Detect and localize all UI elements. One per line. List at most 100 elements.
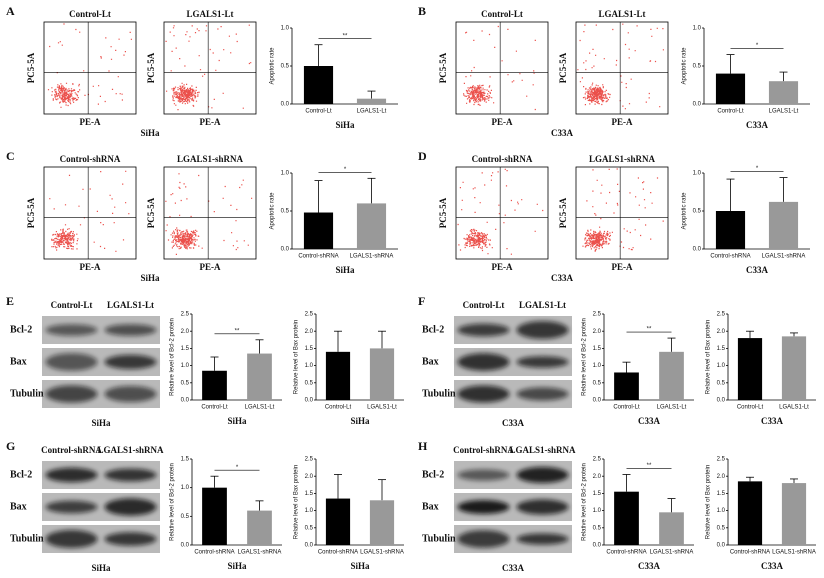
x-tick-label: Control-shRNA: [298, 254, 338, 260]
protein-band: [516, 533, 569, 545]
y-tick-label: 2.0: [717, 329, 726, 335]
significance-label: *: [344, 167, 347, 173]
x-tick-label: Control-Lt: [325, 405, 352, 411]
y-tick-label: 1.5: [717, 346, 726, 352]
protein-band: [457, 500, 510, 514]
x-tick-label: LGALS1-shRNA: [238, 550, 282, 556]
band-label: Tubulin: [10, 388, 44, 399]
x-tick-label: Control-Lt: [613, 405, 640, 411]
bar: [737, 338, 763, 400]
bar: [356, 203, 387, 249]
x-axis-label: C33A: [746, 120, 768, 130]
y-axis-label: Apoptotic rate: [270, 192, 276, 230]
x-axis-label: C33A: [638, 416, 660, 426]
band-label: Bcl-2: [10, 469, 32, 480]
significance-label: **: [235, 328, 240, 334]
panel-label: B: [418, 4, 426, 18]
y-tick-label: 0.5: [717, 380, 726, 386]
x-tick-label: Control-shRNA: [730, 550, 770, 556]
event-cloud: [582, 168, 664, 252]
protein-band: [45, 467, 98, 483]
x-tick-label: Control-shRNA: [318, 550, 358, 556]
y-tick-label: 1.0: [693, 26, 702, 32]
panel-label: A: [6, 4, 15, 18]
bar: [768, 81, 799, 104]
y-tick-label: 1.5: [181, 346, 190, 352]
x-tick-label: Control-shRNA: [194, 550, 234, 556]
y-tick-label: 0.0: [281, 102, 290, 108]
bar: [614, 491, 639, 545]
plot-frame: [163, 166, 257, 260]
y-tick-label: 0.5: [181, 380, 190, 386]
x-axis-label: C33A: [761, 416, 783, 426]
y-tick-label: 2.0: [593, 329, 602, 335]
x-axis-label: PE-A: [200, 117, 221, 127]
bar: [202, 370, 227, 400]
y-axis-label: PC5-5A: [146, 197, 156, 228]
bar: [659, 512, 684, 545]
bar: [202, 487, 227, 545]
significance-label: *: [236, 465, 239, 471]
y-tick-label: 2.5: [717, 312, 726, 318]
protein-band: [45, 385, 98, 403]
y-tick-label: 1.0: [593, 508, 602, 514]
lane-label: Control-shRNA: [453, 445, 514, 455]
x-tick-label: LGALS1-shRNA: [650, 550, 694, 556]
y-tick-label: 0.5: [181, 514, 190, 520]
band-label: Bcl-2: [422, 469, 444, 480]
cell-line: C33A: [551, 273, 573, 283]
y-tick-label: 1.0: [281, 171, 290, 177]
x-axis-label: SiHa: [350, 561, 370, 571]
x-tick-label: LGALS1-Lt: [769, 109, 799, 115]
y-axis-label: Apoptotic rate: [270, 47, 276, 85]
cell-line: C33A: [502, 563, 524, 573]
y-tick-label: 2.5: [305, 312, 314, 318]
plot-title: LGALS1-shRNA: [589, 154, 656, 164]
y-axis-label: Relative level of Bcl-2 protein: [170, 463, 176, 541]
x-axis-label: PE-A: [80, 262, 101, 272]
y-tick-label: 1.5: [181, 457, 190, 463]
x-tick-label: LGALS1-shRNA: [360, 550, 404, 556]
y-tick-label: 0.5: [717, 525, 726, 531]
band-label: Bax: [422, 501, 439, 512]
y-tick-label: 2.0: [593, 474, 602, 480]
protein-band: [104, 354, 157, 370]
y-axis-label: Relative level of Bax protein: [706, 320, 712, 394]
y-axis-label: PC5-5A: [558, 197, 568, 228]
cell-line: C33A: [551, 128, 573, 138]
y-axis-label: PC5-5A: [26, 197, 36, 228]
y-tick-label: 2.5: [181, 312, 190, 318]
y-tick-label: 2.0: [305, 329, 314, 335]
y-axis-label: PC5-5A: [438, 52, 448, 83]
y-tick-label: 0.5: [693, 209, 702, 215]
y-axis-label: Relative level of Bax protein: [706, 465, 712, 539]
x-tick-label: Control-shRNA: [710, 254, 750, 260]
y-axis-label: Relative level of Bax protein: [294, 465, 300, 539]
y-tick-label: 2.0: [717, 474, 726, 480]
protein-band: [45, 324, 98, 336]
x-axis-label: PE-A: [492, 262, 513, 272]
x-axis-label: SiHa: [227, 416, 247, 426]
bar: [369, 348, 395, 400]
plot-title: Control-shRNA: [60, 154, 121, 164]
y-axis-label: PC5-5A: [26, 52, 36, 83]
y-tick-label: 0.5: [305, 380, 314, 386]
protein-band: [457, 530, 510, 548]
y-axis-label: PC5-5A: [146, 52, 156, 83]
band-label: Bcl-2: [10, 324, 32, 335]
bar: [737, 481, 763, 545]
cell-line: SiHa: [91, 563, 111, 573]
y-tick-label: 0.0: [593, 398, 602, 404]
x-tick-label: LGALS1-Lt: [779, 405, 809, 411]
bar: [369, 500, 395, 545]
band-label: Tubulin: [422, 533, 456, 544]
protein-band: [45, 500, 98, 514]
plot-frame: [163, 21, 257, 115]
x-tick-label: LGALS1-Lt: [245, 405, 275, 411]
y-tick-label: 0.5: [281, 64, 290, 70]
lane-label: Control-Lt: [463, 300, 505, 310]
protein-band: [104, 385, 157, 403]
y-tick-label: 1.0: [281, 26, 290, 32]
x-axis-label: PE-A: [200, 262, 221, 272]
